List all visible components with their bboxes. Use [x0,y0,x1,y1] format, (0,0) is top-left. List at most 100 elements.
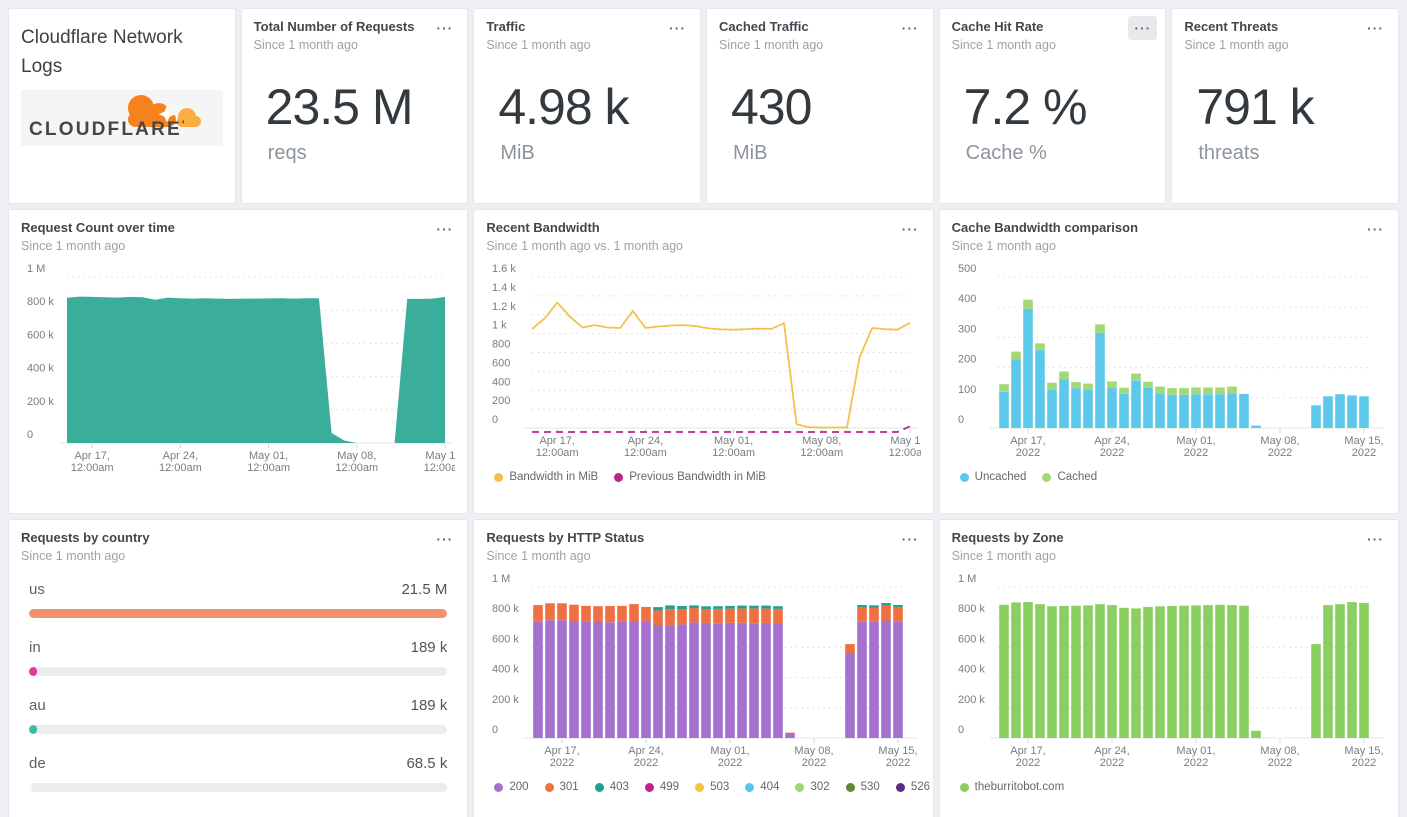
legend-dot-icon [614,472,624,482]
svg-text:1.6 k: 1.6 k [492,263,516,275]
svg-text:800: 800 [492,339,510,351]
svg-text:1 M: 1 M [492,573,510,585]
country-row: de 68.5 k [29,755,448,792]
panel-stat-recent-threats: ··· Recent Threats Since 1 month ago 791… [1171,8,1399,204]
legend-label: 526 [910,781,931,793]
country-bar [29,783,33,792]
legend-label: Bandwidth in MiB [509,471,599,483]
svg-text:1.4 k: 1.4 k [492,282,516,294]
legend-item[interactable]: 404 [745,781,779,793]
panel-subtitle: Since 1 month ago [1184,38,1289,52]
country-label: au [29,697,46,714]
legend-item[interactable]: 499 [644,781,680,793]
svg-text:200 k: 200 k [27,396,54,408]
panel-menu-button[interactable]: ··· [901,20,919,36]
legend-dot-icon [959,472,969,482]
cloudflare-cloud-icon [127,95,201,127]
panel-requests-by-zone: ··· Requests by Zone Since 1 month ago 0… [938,519,1399,817]
cache-bandwidth-chart[interactable]: 0 100 200 300 400 500 Apr 17, 2022 Apr 24, 2022 Ma… [952,261,1386,461]
panel-title: Total Number of Requests [253,19,415,34]
svg-text:0: 0 [492,414,498,426]
http-status-chart[interactable]: 0 200 k 400 k 600 k 800 k 1 M Apr 17, 2022 Apr 2… [486,571,920,771]
chart-legend: theburritobot.com [959,781,1386,793]
svg-text:May 15,12:00am: May 15,12:00am [424,450,456,474]
legend-item[interactable]: 200 [494,781,529,793]
panel-title: Cache Hit Rate [951,19,1044,34]
svg-text:Apr 17,2022: Apr 17, 2022 [545,745,580,769]
svg-text:May 08,2022: May 08, 2022 [795,745,834,769]
legend-item[interactable]: 530 [845,781,880,793]
chart-legend: 200301403499503404302530526524 [494,781,930,793]
svg-text:600 k: 600 k [492,633,519,645]
panel-title: Recent Threats [1184,19,1279,34]
panel-menu-button[interactable]: ··· [1128,16,1158,40]
zone-chart[interactable]: 0 200 k 400 k 600 k 800 k 1 M Apr 17, 2022 Apr 2… [952,571,1386,771]
country-bar-track [29,725,448,734]
panel-menu-button[interactable]: ··· [436,20,454,36]
svg-text:May 15,2022: May 15, 2022 [1344,435,1383,459]
svg-text:200 k: 200 k [492,694,519,706]
panel-menu-button[interactable]: ··· [436,221,454,237]
legend-item[interactable]: 403 [594,781,629,793]
panel-title: Cached Traffic [719,19,809,34]
stat-unit: reqs [267,142,307,164]
panel-menu-button[interactable]: ··· [1367,20,1384,36]
svg-text:400 k: 400 k [958,664,985,676]
legend-dot-icon [695,782,705,792]
country-list: us 21.5 M in 189 k au 189 k de 68.5 k [21,581,455,792]
panel-subtitle: Since 1 month ago [951,549,1056,563]
legend-label: Cached [1057,471,1098,483]
recent-bandwidth-chart[interactable]: 0 200 400 600 800 1 k 1.2 k 1.4 k 1.6 k Apr 17, 12… [486,261,920,461]
panel-title: Request Count over time [21,220,175,235]
legend-item[interactable]: 301 [544,781,579,793]
svg-text:Apr 24,2022: Apr 24, 2022 [1094,435,1129,459]
legend-item[interactable]: Previous Bandwidth in MiB [614,471,766,483]
country-label: de [29,755,46,772]
legend-label: theburritobot.com [974,781,1065,793]
svg-text:May 01,2022: May 01, 2022 [1176,745,1215,769]
panel-cache-bandwidth: ··· Cache Bandwidth comparison Since 1 m… [938,209,1399,514]
svg-text:200: 200 [958,354,976,366]
dashboard-title: Cloudflare Network Logs [21,27,183,77]
panel-menu-button[interactable]: ··· [669,20,686,36]
panel-subtitle: Since 1 month ago vs. 1 month ago [486,239,683,253]
panel-stat-cache-hit-rate: ··· Cache Hit Rate Since 1 month ago 7.2… [938,8,1167,204]
svg-text:Apr 17,12:00am: Apr 17, 12:00am [71,450,114,474]
svg-text:0: 0 [958,724,964,736]
legend-dot-icon [594,782,604,792]
stat-unit: MiB [733,142,768,164]
legend-item[interactable]: Uncached [959,471,1026,483]
svg-text:Apr 24,2022: Apr 24, 2022 [629,745,664,769]
top-row: Cloudflare Network Logs CLOUDFLARE' [8,8,1399,204]
country-value: 68.5 k [406,755,448,772]
legend-dot-icon [644,782,654,792]
panel-menu-button[interactable]: ··· [1367,221,1384,237]
panel-menu-button[interactable]: ··· [1367,531,1384,547]
panel-dashboard-header: Cloudflare Network Logs CLOUDFLARE' [8,8,236,204]
country-bar-track [29,609,448,618]
middle-row: ··· Request Count over time Since 1 mont… [8,209,1399,514]
legend-dot-icon [494,782,504,792]
legend-label: 499 [659,781,680,793]
svg-text:600: 600 [492,357,510,369]
legend-dot-icon [494,472,504,482]
panel-menu-button[interactable]: ··· [901,531,919,547]
panel-requests-by-country: ··· Requests by country Since 1 month ag… [8,519,469,817]
legend-item[interactable]: Bandwidth in MiB [494,471,598,483]
legend-item[interactable]: 526 [895,781,931,793]
legend-dot-icon [795,782,805,792]
request-count-chart[interactable]: 0 200 k 400 k 600 k 800 k 1 M Apr 17, 12:00am Ap… [21,261,455,476]
legend-item[interactable]: Cached [1042,471,1097,483]
svg-text:200: 200 [492,395,510,407]
svg-text:1 k: 1 k [492,320,507,332]
panel-request-count: ··· Request Count over time Since 1 mont… [8,209,469,514]
legend-item[interactable]: theburritobot.com [959,781,1065,793]
legend-item[interactable]: 503 [695,781,729,793]
panel-subtitle: Since 1 month ago [719,38,824,52]
legend-item[interactable]: 302 [795,781,830,793]
stat-value: 7.2 % [963,79,1088,135]
cloudflare-logo: CLOUDFLARE' [21,90,223,146]
panel-menu-button[interactable]: ··· [436,531,454,547]
panel-menu-button[interactable]: ··· [901,221,919,237]
